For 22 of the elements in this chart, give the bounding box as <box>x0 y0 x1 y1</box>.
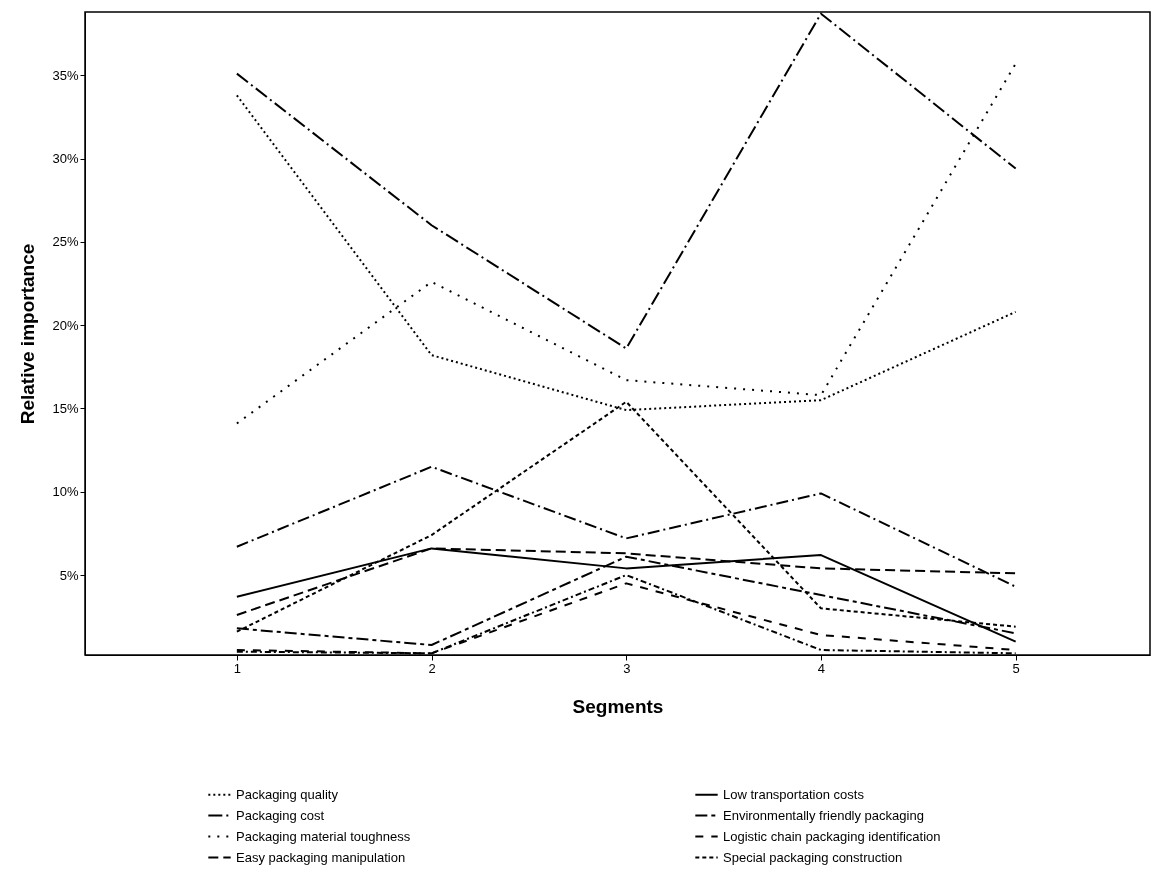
legend-label: Packaging cost <box>236 807 325 823</box>
y-tick-label: 30% <box>52 151 79 167</box>
y-tick-label: 10% <box>52 484 79 500</box>
y-tick-label: 25% <box>52 234 79 250</box>
legend-label: Easy packaging manipulation <box>236 849 406 865</box>
x-tick-label: 2 <box>428 660 436 676</box>
y-tick-label: 5% <box>59 567 79 583</box>
y-axis-title: Relative importance <box>17 243 39 425</box>
y-tick-label: 35% <box>52 67 79 83</box>
y-tick-label: 15% <box>52 400 79 416</box>
legend-label: Logistic chain packaging identification <box>723 828 941 844</box>
legend-label: Low transportation costs <box>723 786 865 802</box>
legend-label: Special packaging construction <box>723 849 903 865</box>
x-tick-label: 4 <box>817 660 826 676</box>
x-axis-title: Segments <box>572 695 664 717</box>
y-tick-label: 20% <box>52 317 79 333</box>
x-tick-label: 1 <box>233 660 241 676</box>
legend-label: Environmentally friendly packaging <box>723 807 924 823</box>
legend-label: Packaging quality <box>236 786 339 802</box>
x-tick-label: 5 <box>1012 660 1020 676</box>
x-tick-label: 3 <box>623 660 631 676</box>
legend-label: Packaging material toughness <box>236 828 411 844</box>
